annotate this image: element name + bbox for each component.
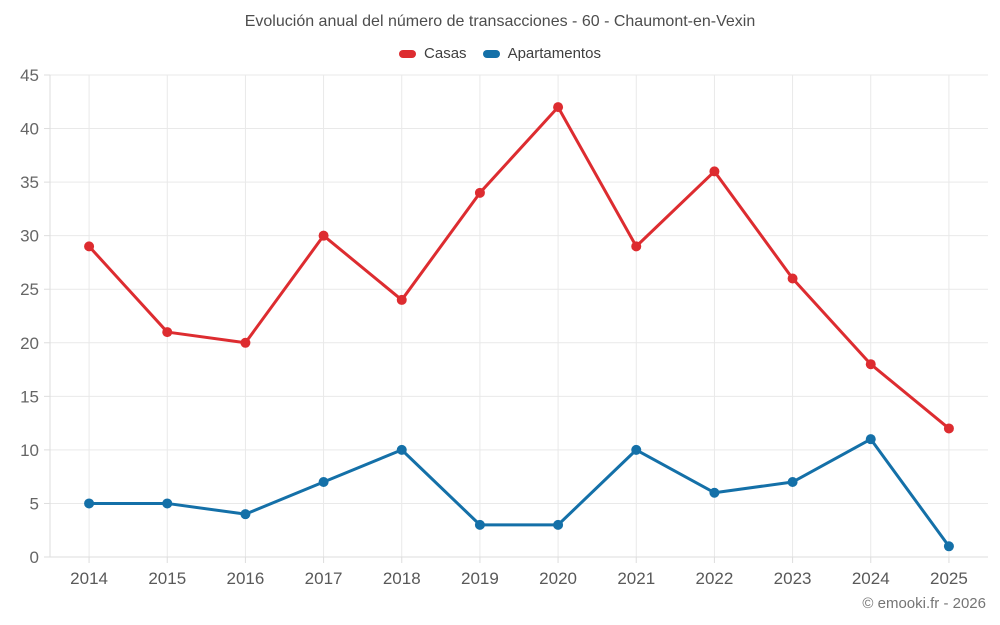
x-tick-label: 2017: [305, 569, 343, 588]
data-point-casas-2017[interactable]: [318, 230, 329, 241]
data-point-apartamentos-2021[interactable]: [631, 444, 642, 455]
legend-label-apartamentos: Apartamentos: [507, 45, 601, 62]
data-point-casas-2025[interactable]: [943, 423, 954, 434]
y-tick-label: 30: [20, 227, 39, 246]
data-point-apartamentos-2016[interactable]: [240, 509, 251, 520]
data-point-apartamentos-2015[interactable]: [162, 498, 173, 509]
data-point-casas-2016[interactable]: [240, 337, 251, 348]
y-tick-label: 15: [20, 387, 39, 406]
data-point-apartamentos-2025[interactable]: [943, 541, 954, 552]
legend-swatch-casas: [399, 49, 417, 58]
x-tick-label: 2019: [461, 569, 499, 588]
x-tick-label: 2022: [696, 569, 734, 588]
legend: Casas Apartamentos: [0, 45, 1000, 62]
data-point-casas-2020[interactable]: [553, 102, 564, 113]
y-tick-label: 0: [30, 548, 39, 567]
y-tick-label: 35: [20, 173, 39, 192]
data-point-casas-2014[interactable]: [84, 241, 95, 252]
legend-label-casas: Casas: [424, 45, 467, 62]
data-point-apartamentos-2023[interactable]: [787, 477, 798, 488]
y-tick-label: 45: [20, 66, 39, 85]
x-tick-label: 2015: [148, 569, 186, 588]
series-line-apartamentos: [87, 437, 951, 548]
data-point-apartamentos-2020[interactable]: [553, 519, 564, 530]
x-tick-label: 2018: [383, 569, 421, 588]
x-tick-label: 2025: [930, 569, 968, 588]
data-point-casas-2015[interactable]: [162, 327, 173, 338]
data-point-apartamentos-2022[interactable]: [709, 487, 720, 498]
x-tick-label: 2016: [227, 569, 265, 588]
chart-title: Evolución anual del número de transaccio…: [244, 13, 756, 30]
x-tick-label: 2020: [539, 569, 577, 588]
x-tick-label: 2024: [852, 569, 890, 588]
data-point-apartamentos-2019[interactable]: [474, 519, 485, 530]
data-point-apartamentos-2018[interactable]: [396, 444, 407, 455]
data-point-casas-2023[interactable]: [787, 273, 798, 284]
legend-item-apartamentos[interactable]: Apartamentos: [482, 45, 601, 62]
y-tick-label: 40: [20, 120, 39, 139]
data-point-apartamentos-2017[interactable]: [318, 477, 329, 488]
data-point-casas-2024[interactable]: [865, 359, 876, 370]
y-tick-label: 25: [20, 280, 39, 299]
y-tick-label: 20: [20, 334, 39, 353]
data-point-casas-2019[interactable]: [474, 187, 485, 198]
y-tick-label: 5: [30, 494, 39, 513]
y-tick-label: 10: [20, 441, 39, 460]
series-line-casas: [87, 105, 951, 430]
data-point-apartamentos-2024[interactable]: [865, 434, 876, 445]
x-tick-label: 2014: [70, 569, 108, 588]
x-tick-label: 2021: [617, 569, 655, 588]
legend-swatch-apartamentos: [482, 49, 500, 58]
data-point-casas-2022[interactable]: [709, 166, 720, 177]
data-point-casas-2021[interactable]: [631, 241, 642, 252]
data-point-casas-2018[interactable]: [396, 294, 407, 305]
legend-item-casas[interactable]: Casas: [399, 45, 467, 62]
data-point-apartamentos-2014[interactable]: [84, 498, 95, 509]
x-tick-label: 2023: [774, 569, 812, 588]
footer-credit: © emooki.fr - 2026: [862, 595, 986, 612]
